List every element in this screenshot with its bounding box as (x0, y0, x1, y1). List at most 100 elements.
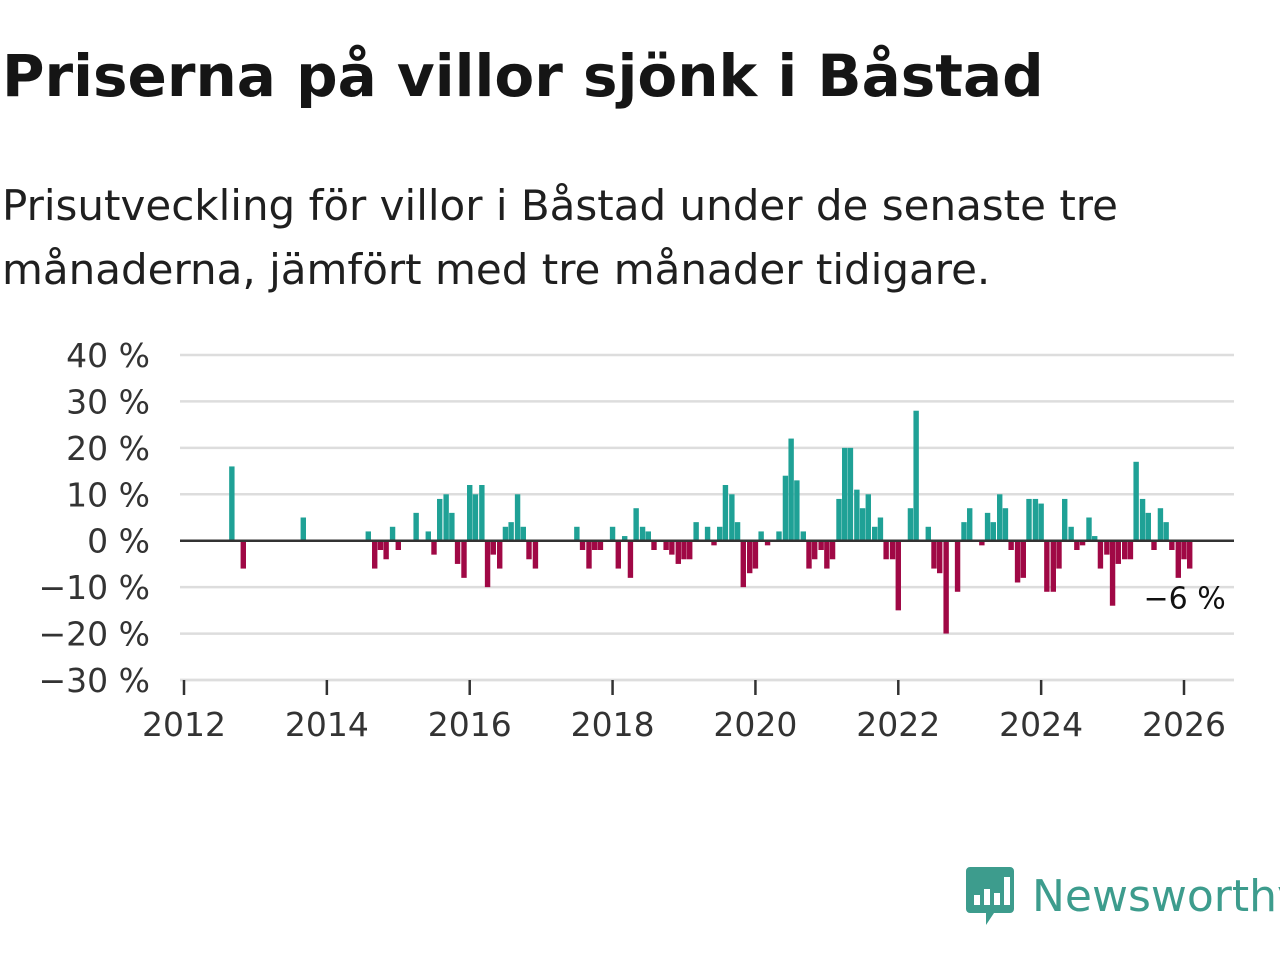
bar-negative (979, 540, 985, 546)
bar-negative (592, 540, 598, 550)
bar-negative (663, 540, 669, 550)
bar-positive (1133, 461, 1139, 541)
chart-title: Priserna på villor sjönk i Båstad (2, 42, 1044, 110)
bar-positive (693, 522, 699, 541)
newsworthy-logo: Newsworthy (964, 864, 1280, 928)
x-tick-label: 2022 (856, 705, 940, 744)
bar-negative (1044, 540, 1050, 592)
x-axis: 2012 2014 2016 2018 2020 2022 2024 2026 (142, 678, 1234, 744)
bar-positive (788, 438, 794, 541)
bar-positive (990, 522, 996, 541)
y-tick-label: −10 % (39, 568, 151, 607)
bar-positive (859, 508, 866, 541)
bar-negative (1115, 540, 1121, 564)
bar-positive (1092, 536, 1098, 541)
bar-positive (437, 498, 443, 541)
y-tick-label: 40 % (66, 336, 150, 375)
bar-positive (1086, 517, 1092, 541)
bar-positive (520, 526, 526, 541)
bar-positive (704, 526, 711, 541)
bar-positive (1145, 512, 1151, 541)
bar-negative (931, 540, 937, 569)
bar-positive (913, 410, 919, 541)
bar-positive (842, 447, 848, 541)
bar-negative (895, 540, 901, 611)
bar-positive (229, 466, 235, 541)
bar-negative (747, 540, 753, 574)
bar-negative (1151, 540, 1157, 550)
y-tick-label: −30 % (39, 661, 151, 700)
bar-positive (514, 494, 521, 541)
x-tick-label: 2024 (999, 705, 1083, 744)
bars (229, 410, 1193, 634)
bar-negative (889, 540, 896, 560)
bar-negative (454, 540, 461, 564)
bar-negative (1181, 540, 1187, 560)
bar-negative (497, 540, 503, 569)
bar-negative (937, 540, 943, 574)
y-tick-label: 30 % (66, 382, 150, 421)
x-tick-label: 2012 (142, 705, 226, 744)
bar-chart: 40 %30 %20 %10 %0 %−10 %−20 %−30 % 2012 2… (39, 336, 1234, 744)
bar-negative (824, 540, 830, 569)
bar-negative (818, 540, 824, 550)
bar-negative (532, 540, 539, 569)
x-tick-label: 2016 (428, 705, 512, 744)
bar-positive (794, 480, 800, 541)
bar-negative (372, 540, 378, 569)
bar-positive (389, 526, 396, 541)
bar-negative (764, 540, 771, 546)
bar-negative (711, 540, 717, 546)
y-tick-label: 0 % (87, 522, 150, 561)
bar-positive (729, 494, 735, 541)
bar-negative (806, 540, 812, 569)
bar-positive (865, 494, 871, 541)
bar-negative (752, 540, 759, 569)
bar-negative (240, 540, 246, 569)
bar-negative (1079, 540, 1086, 546)
bar-negative (687, 540, 693, 560)
bar-positive (1157, 508, 1164, 541)
bar-positive (622, 536, 628, 541)
bar-positive (907, 508, 914, 541)
bar-positive (1139, 498, 1146, 541)
bar-positive (443, 494, 449, 541)
bar-positive (722, 485, 729, 541)
bar-positive (717, 526, 723, 541)
bar-negative (586, 540, 592, 569)
y-tick-label: 20 % (66, 429, 150, 468)
bar-negative (1097, 540, 1104, 569)
last-value-label: −6 % (1143, 582, 1225, 617)
bar-negative (597, 540, 604, 550)
x-tick-label: 2020 (713, 705, 797, 744)
bar-negative (954, 540, 961, 592)
bar-negative (490, 540, 496, 555)
bar-positive (633, 508, 639, 541)
annotations: −6 % (1143, 582, 1225, 617)
bar-positive (836, 498, 842, 541)
bar-positive (961, 522, 967, 541)
bar-positive (847, 447, 854, 541)
bar-negative (461, 540, 467, 578)
bar-negative (383, 540, 389, 560)
bar-negative (526, 540, 532, 560)
bar-positive (872, 526, 878, 541)
bar-negative (651, 540, 657, 550)
bar-positive (734, 522, 741, 541)
bar-positive (467, 485, 473, 541)
bar-positive (479, 485, 485, 541)
bar-negative (1074, 540, 1080, 550)
y-axis: 40 % 30 % 20 % 10 % 0 % −10 % −20 % −30 % (39, 336, 151, 700)
bar-negative (669, 540, 675, 555)
bar-positive (776, 531, 782, 541)
bar-negative (377, 540, 384, 550)
bar-positive (365, 531, 371, 541)
bar-positive (1163, 522, 1169, 541)
bar-positive (300, 517, 306, 541)
x-tick-label: 2018 (571, 705, 655, 744)
bar-negative (883, 540, 889, 560)
bar-positive (997, 494, 1003, 541)
bar-negative (484, 540, 491, 588)
bar-negative (431, 540, 437, 555)
bar-negative (579, 540, 586, 550)
